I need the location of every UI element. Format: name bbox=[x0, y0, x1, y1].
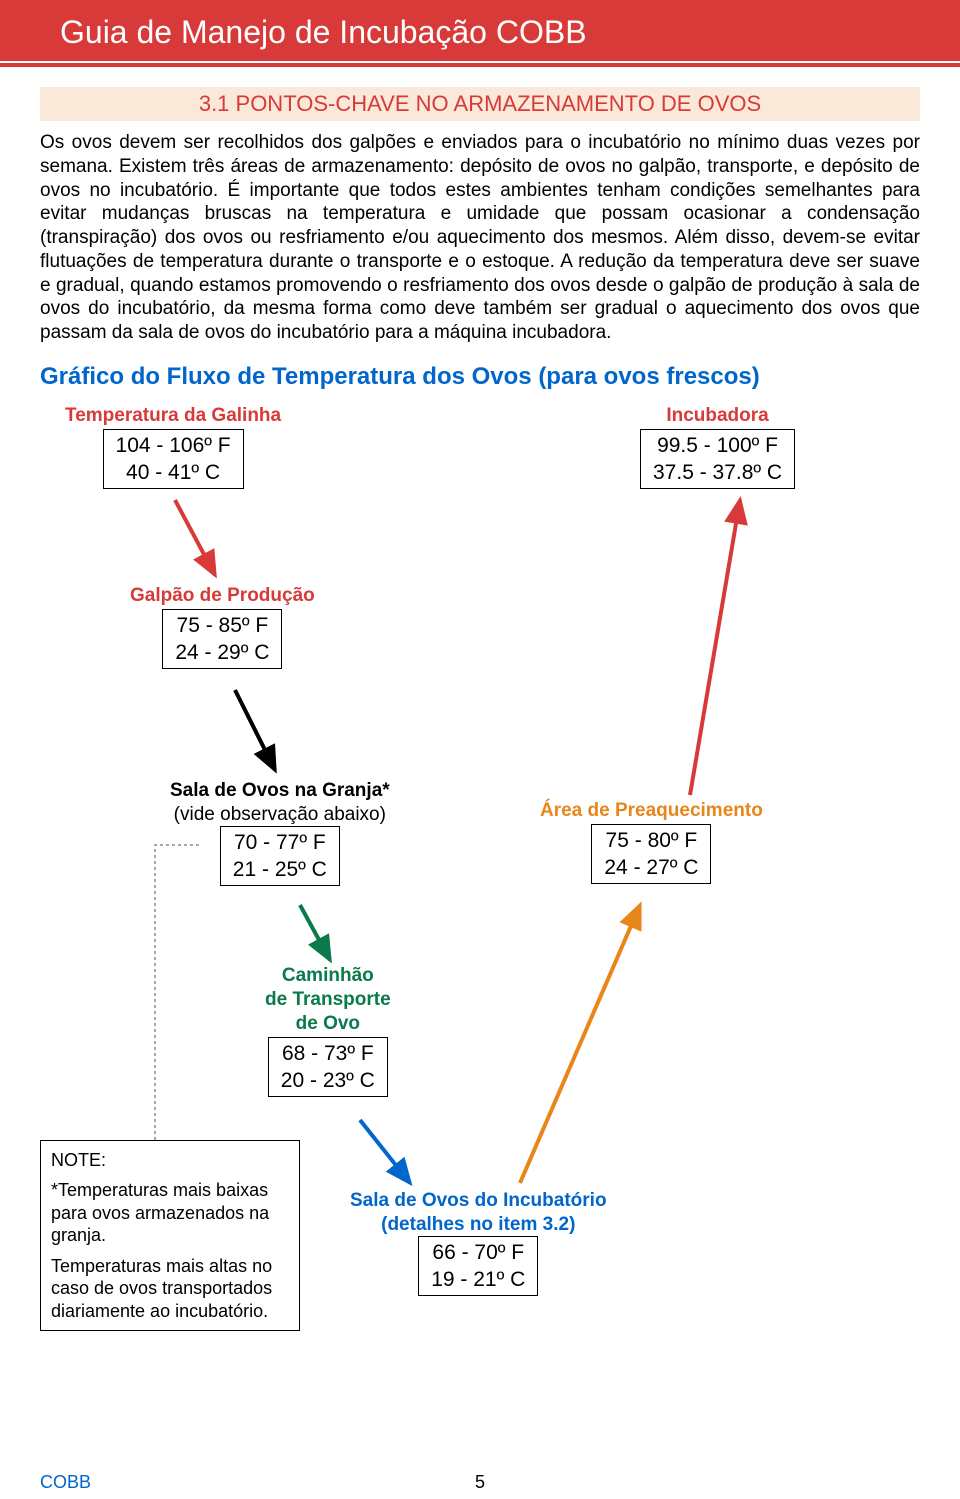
temp-f-sala-incubatorio: 66 - 70º F bbox=[432, 1241, 524, 1264]
label-preaquecimento: Área de Preaquecimento bbox=[540, 800, 763, 822]
label-caminhao-3: de Ovo bbox=[265, 1013, 391, 1035]
node-sala-incubatorio: Sala de Ovos do Incubatório (detalhes no… bbox=[350, 1190, 607, 1297]
arrow-galpao-granja bbox=[235, 690, 275, 770]
tempbox-caminhao: 68 - 73º F 20 - 23º C bbox=[268, 1037, 388, 1098]
node-preaquecimento: Área de Preaquecimento 75 - 80º F 24 - 2… bbox=[540, 800, 763, 885]
chart-title: Gráfico do Fluxo de Temperatura dos Ovos… bbox=[40, 363, 920, 391]
arrow-preaq-incubadora bbox=[690, 500, 740, 795]
sublabel-sala-granja: (vide observação abaixo) bbox=[170, 804, 390, 826]
temp-f-galinha: 104 - 106º F bbox=[116, 434, 231, 457]
temp-f-preaquecimento: 75 - 80º F bbox=[606, 829, 698, 852]
tempbox-sala-granja: 70 - 77º F 21 - 25º C bbox=[220, 826, 340, 887]
arrow-caminhao-incubatorio bbox=[360, 1120, 410, 1183]
label-caminhao-1: Caminhão bbox=[265, 965, 391, 987]
label-galinha: Temperatura da Galinha bbox=[65, 405, 281, 427]
tempbox-incubadora: 99.5 - 100º F 37.5 - 37.8º C bbox=[640, 429, 795, 490]
arrow-galinha-galpao bbox=[175, 500, 215, 575]
dotted-connector bbox=[155, 845, 200, 1140]
tempbox-preaquecimento: 75 - 80º F 24 - 27º C bbox=[591, 824, 711, 885]
temp-c-galpao: 24 - 29º C bbox=[175, 641, 269, 664]
label-sala-granja: Sala de Ovos na Granja* bbox=[170, 780, 390, 802]
tempbox-galpao: 75 - 85º F 24 - 29º C bbox=[162, 609, 282, 670]
arrow-granja-caminhao bbox=[300, 905, 330, 960]
sublabel-sala-incubatorio: (detalhes no item 3.2) bbox=[350, 1214, 607, 1236]
node-galpao: Galpão de Produção 75 - 85º F 24 - 29º C bbox=[130, 585, 315, 670]
tempbox-sala-incubatorio: 66 - 70º F 19 - 21º C bbox=[418, 1236, 538, 1297]
temp-c-sala-granja: 21 - 25º C bbox=[233, 858, 327, 881]
temp-c-caminhao: 20 - 23º C bbox=[281, 1069, 375, 1092]
node-galinha: Temperatura da Galinha 104 - 106º F 40 -… bbox=[65, 405, 281, 490]
note-line-2: Temperaturas mais altas no caso de ovos … bbox=[51, 1255, 289, 1323]
tempbox-galinha: 104 - 106º F 40 - 41º C bbox=[103, 429, 244, 490]
temp-c-sala-incubatorio: 19 - 21º C bbox=[431, 1268, 525, 1291]
footer-page-number: 5 bbox=[475, 1472, 485, 1493]
header-title: Guia de Manejo de Incubação COBB bbox=[60, 14, 587, 50]
page-footer: COBB 5 bbox=[40, 1472, 920, 1493]
page-content: 3.1 PONTOS-CHAVE NO ARMAZENAMENTO DE OVO… bbox=[0, 67, 960, 1355]
label-galpao: Galpão de Produção bbox=[130, 585, 315, 607]
label-incubadora: Incubadora bbox=[640, 405, 795, 427]
temp-f-sala-granja: 70 - 77º F bbox=[234, 831, 326, 854]
node-incubadora: Incubadora 99.5 - 100º F 37.5 - 37.8º C bbox=[640, 405, 795, 490]
temp-c-incubadora: 37.5 - 37.8º C bbox=[653, 461, 782, 484]
label-caminhao-2: de Transporte bbox=[265, 989, 391, 1011]
flow-diagram: Temperatura da Galinha 104 - 106º F 40 -… bbox=[40, 405, 920, 1355]
temp-c-galinha: 40 - 41º C bbox=[126, 461, 220, 484]
node-caminhao: Caminhão de Transporte de Ovo 68 - 73º F… bbox=[265, 965, 391, 1098]
section-body: Os ovos devem ser recolhidos dos galpões… bbox=[40, 131, 920, 345]
page-header: Guia de Manejo de Incubação COBB bbox=[0, 0, 960, 63]
temp-c-preaquecimento: 24 - 27º C bbox=[604, 856, 698, 879]
label-sala-incubatorio: Sala de Ovos do Incubatório bbox=[350, 1190, 607, 1212]
note-box: NOTE: *Temperaturas mais baixas para ovo… bbox=[40, 1140, 300, 1332]
note-line-1: *Temperaturas mais baixas para ovos arma… bbox=[51, 1179, 289, 1247]
temp-f-caminhao: 68 - 73º F bbox=[282, 1042, 374, 1065]
temp-f-galpao: 75 - 85º F bbox=[177, 614, 269, 637]
section-title: 3.1 PONTOS-CHAVE NO ARMAZENAMENTO DE OVO… bbox=[40, 87, 920, 121]
arrow-incubatorio-preaq bbox=[520, 905, 640, 1183]
note-title: NOTE: bbox=[51, 1149, 289, 1172]
node-sala-granja: Sala de Ovos na Granja* (vide observação… bbox=[170, 780, 390, 887]
temp-f-incubadora: 99.5 - 100º F bbox=[657, 434, 778, 457]
footer-brand: COBB bbox=[40, 1472, 91, 1493]
